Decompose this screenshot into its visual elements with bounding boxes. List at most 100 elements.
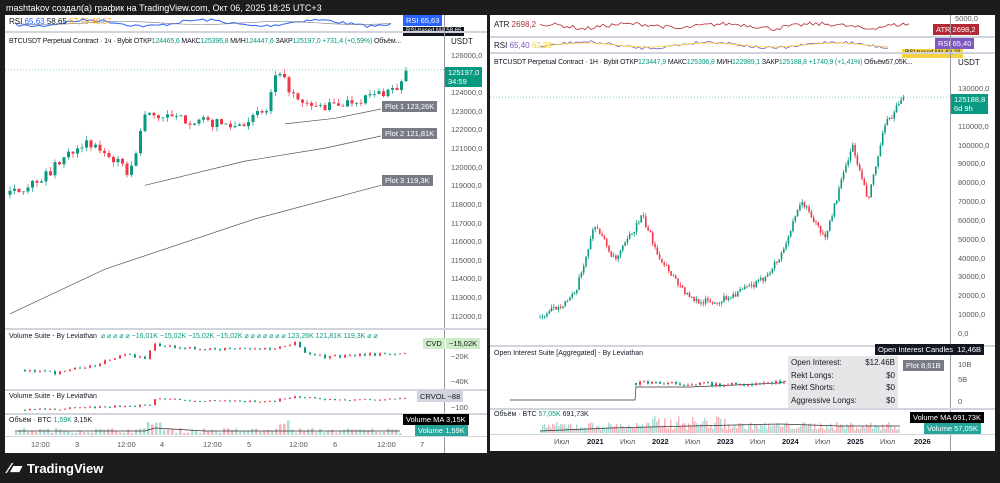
volume-bar: [343, 429, 346, 435]
volume-bar: [399, 432, 402, 435]
pane-separator[interactable]: [5, 328, 487, 330]
candle: [548, 311, 550, 314]
oi-candle: [731, 382, 733, 385]
atr-line: [539, 21, 910, 31]
volume-bar: [660, 426, 662, 433]
candle: [893, 112, 895, 119]
volume-bar: [830, 423, 832, 433]
cvd-value: −15,02K: [446, 338, 481, 349]
pane-separator[interactable]: [5, 413, 487, 415]
volume-bar: [159, 422, 162, 435]
oi-candle: [727, 384, 729, 386]
oi-title: Open Interest Suite [Aggregated] - By Le…: [494, 350, 644, 357]
price-tick: 40000,0: [958, 253, 986, 263]
volume-bar: [726, 429, 728, 433]
volume-bar: [55, 428, 58, 435]
volume-ma-value: 691,73K: [562, 411, 589, 418]
plot-label: Plot 3: [385, 175, 405, 185]
crvol-bar: [209, 400, 211, 402]
candle: [148, 112, 151, 115]
candle: [709, 300, 711, 303]
volume-ma-label: Volume MA: [913, 413, 951, 422]
plot-value: 121,81K: [406, 129, 435, 139]
volume-bar: [646, 422, 648, 433]
volume-bar: [303, 430, 306, 435]
pane-separator[interactable]: [490, 345, 995, 347]
volume-ma-line: [15, 427, 400, 432]
price-tick: 30000,0: [958, 272, 986, 282]
candle: [730, 297, 732, 299]
left-chart-panel[interactable]: RSI 65,63 58,65 67,59 48,57 RSI 65,63 RS…: [5, 15, 487, 453]
crvol-bar: [204, 401, 206, 402]
volume-bar: [626, 427, 628, 433]
candle: [62, 157, 66, 165]
left-chart-canvas[interactable]: [5, 15, 487, 453]
volume-bar: [722, 428, 724, 433]
candle: [152, 112, 156, 116]
cvd-bar: [49, 370, 51, 372]
volume-bar: [75, 432, 78, 435]
crvol-bar: [49, 408, 51, 410]
price-tick: 115000,0: [451, 255, 482, 265]
volume-bar: [746, 429, 748, 433]
close-value: 125197,0: [292, 38, 321, 45]
symbol-title[interactable]: BTCUSDT Perpetual Contract · 1ч · Bybit: [9, 38, 132, 45]
crvol-bar: [319, 398, 321, 400]
cvd-bar: [219, 349, 221, 351]
open-value: 123447,9: [638, 59, 667, 66]
volume-bar: [592, 423, 594, 433]
cvd-bar: [24, 370, 26, 372]
right-chart-canvas[interactable]: [490, 15, 995, 451]
cvd-bar: [74, 367, 76, 370]
volume-bar: [786, 422, 788, 433]
right-symbol-legend: BTCUSDT Perpetual Contract · 1H · Bybit …: [494, 59, 913, 66]
price-tick: 123000,0: [451, 106, 483, 116]
currency-label[interactable]: USDT: [451, 37, 473, 46]
volume-bar: [363, 429, 366, 435]
oi-candle: [747, 384, 749, 386]
pane-separator[interactable]: [490, 52, 995, 54]
atr-legend: ATR 2698,2: [494, 20, 536, 29]
volume-bar: [255, 428, 258, 435]
candle: [739, 289, 741, 292]
volume-label: Volume: [927, 424, 953, 433]
pane-separator[interactable]: [490, 408, 995, 410]
plot-value: 119,3K: [406, 175, 430, 185]
cvd-bar: [94, 365, 96, 367]
candle: [269, 92, 273, 112]
low-label: МИН: [716, 59, 733, 66]
candle: [886, 119, 889, 126]
pane-separator[interactable]: [5, 31, 487, 33]
crvol-bar: [94, 406, 96, 408]
crvol-bar: [149, 404, 151, 406]
atr-label: ATR: [494, 20, 510, 29]
volume-bar: [820, 423, 822, 433]
volume-bar: [311, 428, 314, 435]
candle: [760, 277, 762, 280]
candle: [734, 294, 737, 297]
oi-info-table: Open Interest: $12.46B Rekt Longs: $0 Rekt S…: [788, 356, 898, 408]
volume-bar: [299, 428, 302, 435]
right-chart-panel[interactable]: ATR 2698,2 5000,0 ATR 2698,2 RSI 65,40 6…: [490, 15, 995, 451]
candle: [585, 256, 587, 267]
symbol-title[interactable]: BTCUSDT Perpetual Contract · 1H · Bybit: [494, 59, 619, 66]
volume-bar: [738, 423, 740, 433]
volume-bar: [816, 429, 818, 433]
candle: [564, 300, 567, 306]
candle: [661, 258, 663, 263]
candle: [242, 124, 246, 127]
price-tick: 122000,0: [451, 125, 483, 135]
pane-separator[interactable]: [490, 36, 995, 38]
volume-bar: [744, 428, 746, 433]
volume-bar: [760, 425, 762, 433]
candle: [633, 231, 636, 234]
volume-bar: [586, 428, 588, 433]
candle: [716, 302, 718, 304]
pane-separator[interactable]: [5, 389, 487, 391]
currency-label[interactable]: USDT: [958, 58, 980, 67]
cvd-bar: [229, 348, 231, 349]
candle: [663, 262, 665, 266]
crvol-bar: [399, 398, 401, 400]
right-price-axis[interactable]: [950, 15, 951, 451]
left-price-axis[interactable]: [444, 15, 445, 453]
